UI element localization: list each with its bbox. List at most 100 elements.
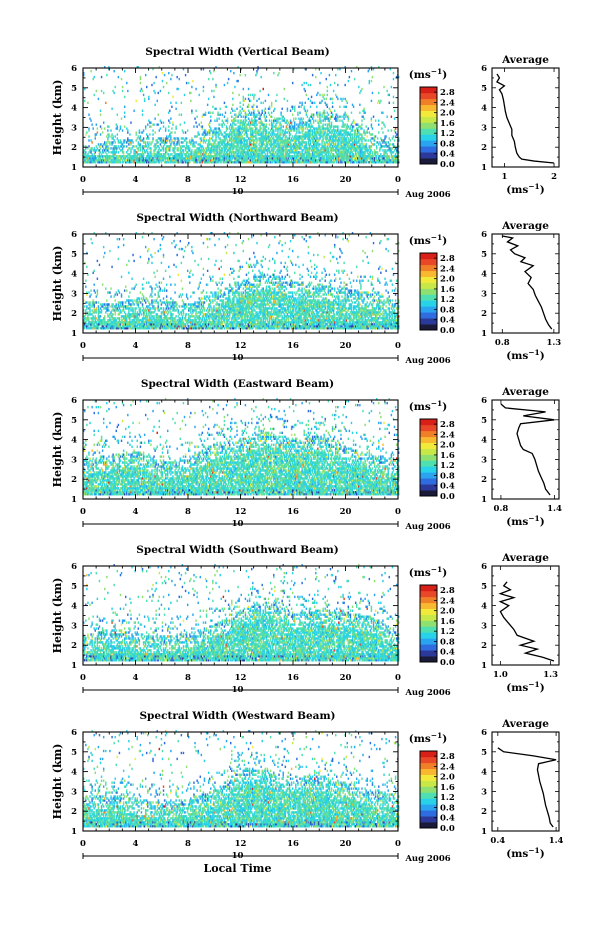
heatmap-cell xyxy=(151,84,152,86)
heatmap-cell xyxy=(152,133,153,135)
heatmap-cell xyxy=(179,139,180,141)
panel-title: Spectral Width (Vertical Beam) xyxy=(145,46,329,58)
heatmap-cell xyxy=(181,114,182,116)
heatmap-cell xyxy=(171,74,172,76)
heatmap-cell xyxy=(88,114,89,116)
heatmap-cell xyxy=(165,127,166,129)
heatmap-cell xyxy=(207,104,208,106)
heatmap-cell xyxy=(170,78,171,80)
heatmap-cell xyxy=(109,141,110,143)
heatmap-cell xyxy=(88,135,89,137)
heatmap-cell xyxy=(96,123,97,125)
heatmap-cell xyxy=(146,86,147,88)
heatmap-cell xyxy=(152,129,153,131)
heatmap-cell xyxy=(172,121,173,123)
heatmap-cell xyxy=(113,70,114,72)
heatmap-cell xyxy=(140,82,141,84)
heatmap-cell xyxy=(103,92,104,94)
heatmap-cell xyxy=(230,70,231,72)
heatmap-cell xyxy=(227,118,228,120)
heatmap-cell xyxy=(127,129,128,131)
heatmap-cell xyxy=(211,90,212,92)
heatmap-cell xyxy=(87,102,88,104)
heatmap-cell xyxy=(161,121,162,123)
heatmap-cell xyxy=(140,143,141,145)
heatmap-cell xyxy=(210,112,211,114)
heatmap-cell xyxy=(143,129,144,131)
heatmap-cell xyxy=(101,90,102,92)
heatmap-cell xyxy=(149,133,150,135)
heatmap-cell xyxy=(150,121,151,123)
heatmap-cell xyxy=(201,137,202,139)
heatmap-cell xyxy=(124,70,125,72)
heatmap-cell xyxy=(178,147,179,149)
heatmap-cell xyxy=(188,82,189,84)
heatmap-cell xyxy=(126,145,127,147)
heatmap-cell xyxy=(163,86,164,88)
heatmap-cell xyxy=(224,123,225,125)
heatmap-cell xyxy=(124,112,125,114)
heatmap-cell xyxy=(88,145,89,147)
heatmap-cell xyxy=(118,151,119,153)
heatmap-cell xyxy=(129,133,130,135)
heatmap-cell xyxy=(199,133,200,135)
heatmap-cell xyxy=(218,123,219,125)
heatmap-cell xyxy=(145,74,146,76)
heatmap-cell xyxy=(124,145,125,147)
figure: Spectral Width (Vertical Beam)0 4 8 12 16 20 0… xyxy=(0,0,615,929)
heatmap-cell xyxy=(215,108,216,110)
heatmap-cell xyxy=(183,131,184,133)
heatmap-cell xyxy=(171,106,172,108)
heatmap-cell xyxy=(208,78,209,80)
heatmap-cell xyxy=(195,110,196,112)
heatmap-cells xyxy=(83,66,399,163)
heatmap-cell xyxy=(178,88,179,90)
heatmap-cell xyxy=(90,119,91,121)
heatmap-cell xyxy=(153,123,154,125)
heatmap-cell xyxy=(170,135,171,137)
heatmap-cell xyxy=(98,98,99,100)
heatmap-cell xyxy=(115,86,116,88)
heatmap-cell xyxy=(85,151,86,153)
heatmap-cell xyxy=(196,116,197,118)
heatmap-cell xyxy=(231,116,232,118)
heatmap-cell xyxy=(88,127,89,129)
heatmap-cell xyxy=(145,141,146,143)
heatmap-cell xyxy=(157,100,158,102)
heatmap-cell xyxy=(232,110,233,112)
heatmap-cell xyxy=(124,116,125,118)
heatmap-cell xyxy=(103,121,104,123)
heatmap-cell xyxy=(153,82,154,84)
heatmap-cell xyxy=(101,127,102,129)
heatmap-cell xyxy=(152,137,153,139)
heatmap-cell xyxy=(184,94,185,96)
heatmap-cell xyxy=(172,96,173,98)
heatmap-cell xyxy=(175,108,176,110)
heatmap-cell xyxy=(205,129,206,131)
heatmap-cell xyxy=(100,133,101,135)
heatmap-cell xyxy=(183,149,184,151)
heatmap-cell xyxy=(97,127,98,129)
heatmap-cell xyxy=(192,80,193,82)
heatmap-cell xyxy=(186,82,187,84)
heatmap-cell xyxy=(158,114,159,116)
heatmap-cell xyxy=(90,70,91,72)
heatmap-cell xyxy=(201,121,202,123)
heatmap-cell xyxy=(168,92,169,94)
heatmap-cell xyxy=(185,131,186,133)
heatmap-cell xyxy=(155,76,156,78)
heatmap-cell xyxy=(91,123,92,125)
heatmap-cell xyxy=(100,110,101,112)
heatmap-cell xyxy=(210,116,211,118)
heatmap-cell xyxy=(124,96,125,98)
heatmap-cell xyxy=(220,108,221,110)
heatmap-cell xyxy=(132,141,133,143)
heatmap-cell xyxy=(136,131,137,133)
heatmap-cell xyxy=(160,90,161,92)
heatmap-cell xyxy=(174,131,175,133)
heatmap-cell xyxy=(203,86,204,88)
heatmap-cell xyxy=(216,118,217,120)
heatmap-cell xyxy=(133,145,134,147)
heatmap-cell xyxy=(150,125,151,127)
heatmap-cell xyxy=(228,78,229,80)
